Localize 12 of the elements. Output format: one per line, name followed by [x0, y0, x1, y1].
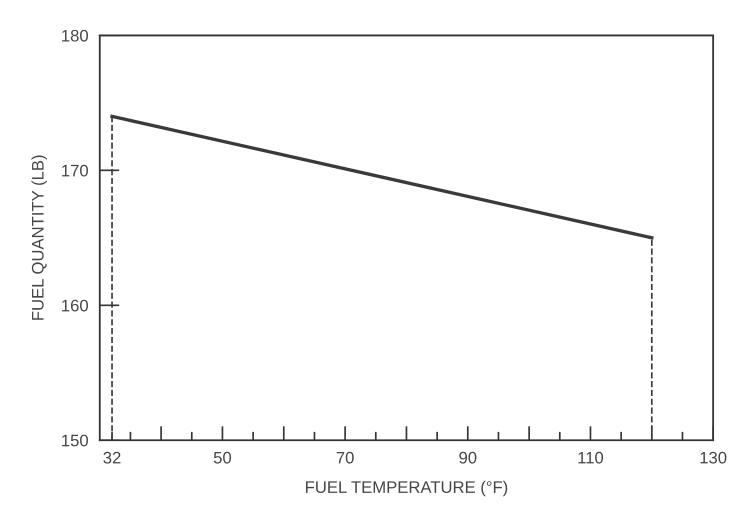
- x-tick-label: 70: [336, 452, 354, 464]
- x-tick-label: 90: [459, 452, 476, 464]
- y-tick-label: 170: [62, 164, 88, 177]
- y-tick-label: 150: [62, 434, 88, 446]
- x-tick-label: 110: [578, 452, 604, 464]
- x-tick-label: 50: [214, 452, 232, 464]
- x-tick-label: 32: [103, 452, 120, 464]
- x-tick-label: 130: [700, 452, 726, 464]
- x-axis-title: FUEL TEMPERATURE (°F): [306, 480, 508, 496]
- y-tick-label: 180: [62, 30, 88, 42]
- y-axis-title: FUEL QUANTITY (LB): [31, 156, 47, 320]
- y-tick-label: 160: [62, 300, 88, 312]
